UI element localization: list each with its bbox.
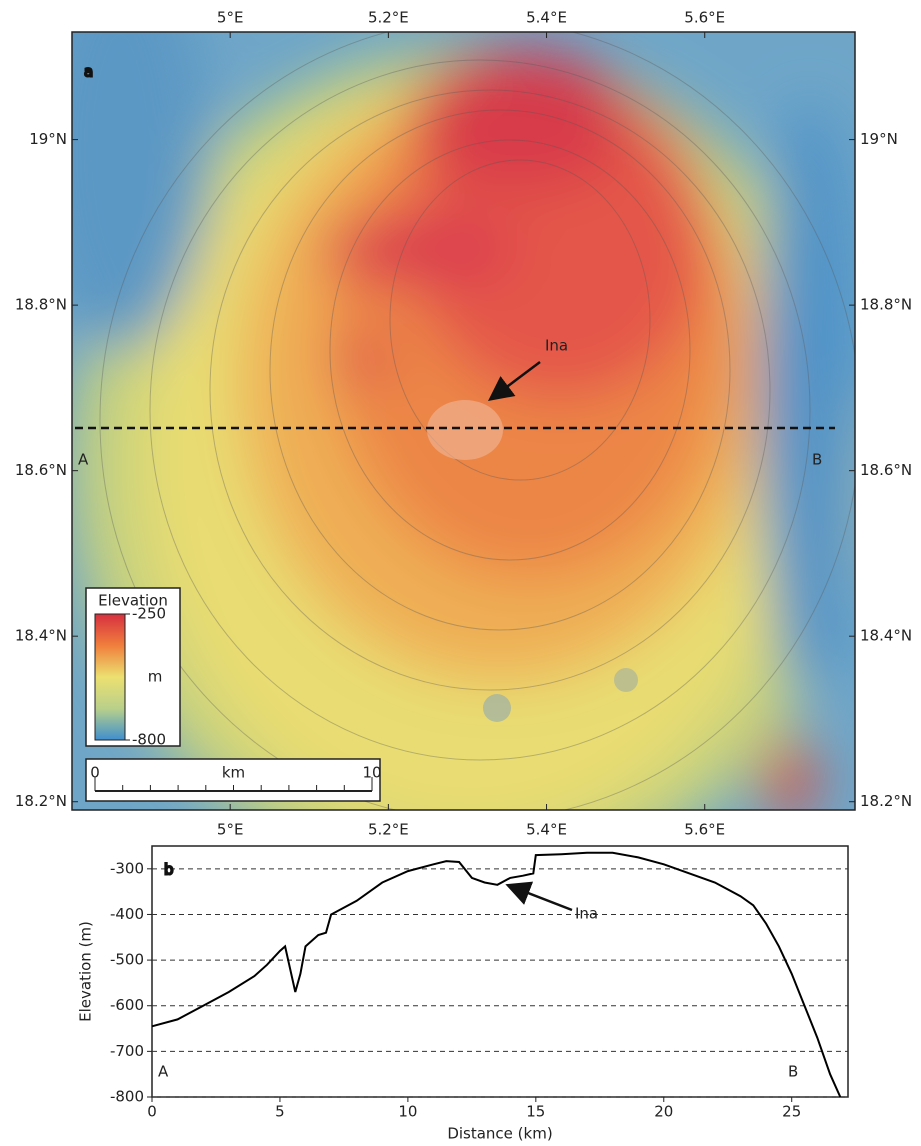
y-tick-label: -400 (110, 905, 144, 923)
y-tick-label: 18.8°N (860, 296, 912, 314)
y-tick-label: 18.8°N (15, 296, 67, 314)
colorbar-unit: m (148, 668, 163, 686)
x-tick-label: 0 (147, 1103, 157, 1121)
colorbar (95, 614, 125, 740)
scalebar-label: 10 (362, 764, 381, 782)
annotation: B (788, 1063, 798, 1081)
x-tick-label: 5.6°E (684, 9, 725, 27)
x-tick-label: 5.2°E (368, 9, 409, 27)
x-tick-label: 5.4°E (526, 821, 567, 839)
y-tick-label: -800 (110, 1088, 144, 1106)
y-tick-label: 19°N (29, 130, 67, 148)
y-tick-label: 19°N (860, 130, 898, 148)
y-axis-label: Elevation (m) (77, 921, 95, 1022)
colorbar-tick-label: -250 (132, 605, 166, 623)
x-tick-label: 5.6°E (684, 821, 725, 839)
y-tick-label: 18.4°N (15, 627, 67, 645)
y-tick-label: 18.2°N (15, 792, 67, 810)
map-image (30, 0, 870, 890)
scalebar-label: 0 (90, 764, 100, 782)
y-tick-label: -600 (110, 996, 144, 1014)
y-tick-label: 18.6°N (860, 461, 912, 479)
x-tick-label: 20 (654, 1103, 673, 1121)
x-tick-label: 5°E (217, 821, 244, 839)
panel-label: b (164, 861, 174, 879)
annotation: Ina (575, 905, 598, 923)
panel-label: a (84, 63, 93, 81)
x-tick-label: 15 (526, 1103, 545, 1121)
x-tick-label: 5 (275, 1103, 285, 1121)
y-tick-label: -300 (110, 859, 144, 877)
y-tick-label: 18.2°N (860, 792, 912, 810)
x-tick-label: 5.2°E (368, 821, 409, 839)
x-tick-label: 25 (782, 1103, 801, 1121)
scalebar-unit: km (222, 764, 245, 782)
x-tick-label: 5°E (217, 9, 244, 27)
y-tick-label: -700 (110, 1042, 144, 1060)
figure: 5°E 5°E 5.2°E 5.2°E 5.4°E 5.4°E 5.6°E 5.6°E 19°N… (0, 0, 921, 1146)
y-tick-label: 18.4°N (860, 627, 912, 645)
y-tick-label: -500 (110, 951, 144, 969)
annotation: A (158, 1063, 169, 1081)
x-tick-label: 5.4°E (526, 9, 567, 27)
annotation: B (812, 451, 822, 469)
y-tick-label: 18.6°N (15, 461, 67, 479)
annotation: A (78, 451, 89, 469)
x-tick-label: 10 (398, 1103, 417, 1121)
x-axis-label: Distance (km) (447, 1125, 552, 1143)
colorbar-tick-label: -800 (132, 731, 166, 749)
annotation: Ina (545, 337, 568, 355)
